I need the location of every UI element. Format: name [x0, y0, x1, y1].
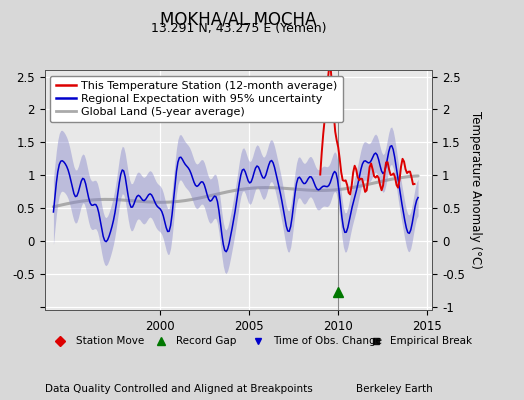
- Text: Station Move: Station Move: [75, 336, 144, 346]
- Text: Data Quality Controlled and Aligned at Breakpoints: Data Quality Controlled and Aligned at B…: [45, 384, 312, 394]
- Text: Time of Obs. Change: Time of Obs. Change: [274, 336, 383, 346]
- Y-axis label: Temperature Anomaly (°C): Temperature Anomaly (°C): [469, 111, 482, 269]
- Text: Record Gap: Record Gap: [177, 336, 237, 346]
- Legend: This Temperature Station (12-month average), Regional Expectation with 95% uncer: This Temperature Station (12-month avera…: [50, 76, 343, 122]
- Text: Empirical Break: Empirical Break: [390, 336, 472, 346]
- Text: 13.291 N, 43.275 E (Yemen): 13.291 N, 43.275 E (Yemen): [151, 22, 326, 35]
- Text: Berkeley Earth: Berkeley Earth: [356, 384, 432, 394]
- Text: MOKHA/AL MOCHA: MOKHA/AL MOCHA: [160, 10, 316, 28]
